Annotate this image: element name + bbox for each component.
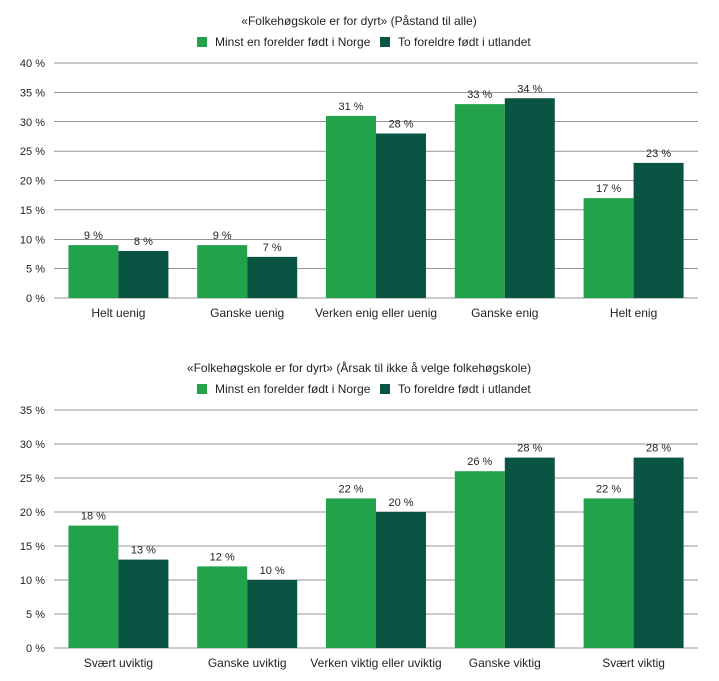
chart-2-category-label: Verken viktig eller uviktig bbox=[310, 656, 441, 670]
chart-1-data-label: 17 % bbox=[596, 183, 621, 195]
chart-1-bar-series2 bbox=[633, 162, 684, 298]
chart-2-category-label: Svært viktig bbox=[602, 656, 665, 670]
chart-2-data-label: 13 % bbox=[131, 545, 156, 557]
chart-panel-2: «Folkehøgskole er for dyrt» (Årsak til i… bbox=[20, 360, 698, 670]
chart-2-legend-swatch-1 bbox=[197, 384, 207, 394]
chart-1-y-tick-label: 20 % bbox=[20, 176, 45, 188]
chart-2-category-label: Ganske uviktig bbox=[208, 656, 287, 670]
chart-1-legend-swatch-1 bbox=[197, 37, 207, 47]
chart-2-bar-series1 bbox=[454, 471, 505, 648]
chart-2-bar-series1 bbox=[68, 525, 119, 648]
chart-2-data-label: 12 % bbox=[210, 551, 235, 563]
chart-1-data-label: 31 % bbox=[338, 101, 363, 113]
chart-1-y-tick-label: 40 % bbox=[20, 58, 45, 70]
chart-2-y-tick-label: 25 % bbox=[20, 473, 45, 485]
chart-1-bar-series2 bbox=[504, 98, 555, 298]
chart-2-data-label: 26 % bbox=[467, 456, 492, 468]
chart-2-bar-series2 bbox=[118, 559, 169, 648]
chart-1-data-label: 8 % bbox=[134, 236, 153, 248]
chart-1-y-tick-label: 10 % bbox=[20, 234, 45, 246]
chart-2-data-label: 28 % bbox=[646, 443, 671, 455]
chart-1-category-label: Verken enig eller uenig bbox=[315, 306, 437, 320]
chart-2-y-tick-label: 20 % bbox=[20, 507, 45, 519]
chart-1-category-label: Helt enig bbox=[610, 306, 657, 320]
chart-2-y-tick-label: 30 % bbox=[20, 439, 45, 451]
chart-1-y-tick-label: 5 % bbox=[26, 264, 45, 276]
chart-panel-1: «Folkehøgskole er for dyrt» (Påstand til… bbox=[20, 14, 698, 320]
chart-1-category-label: Ganske enig bbox=[471, 306, 538, 320]
chart-1-data-label: 7 % bbox=[263, 242, 282, 254]
chart-1-data-label: 28 % bbox=[388, 119, 413, 131]
chart-2-title: «Folkehøgskole er for dyrt» (Årsak til i… bbox=[187, 360, 531, 375]
chart-2-category-label: Ganske viktig bbox=[469, 656, 541, 670]
chart-1-y-tick-label: 30 % bbox=[20, 117, 45, 129]
chart-2-y-tick-label: 0 % bbox=[26, 643, 45, 655]
chart-2-bar-series1 bbox=[583, 498, 634, 648]
chart-2-legend-label-1: Minst en forelder født i Norge bbox=[215, 382, 371, 396]
chart-1-bar-series1 bbox=[68, 245, 119, 298]
chart-1-legend-label-1: Minst en forelder født i Norge bbox=[215, 35, 371, 49]
chart-1-bar-series1 bbox=[583, 198, 634, 298]
chart-2-bar-series2 bbox=[504, 457, 555, 648]
chart-1-category-label: Helt uenig bbox=[91, 306, 145, 320]
chart-2-y-tick-label: 35 % bbox=[20, 405, 45, 417]
chart-2-bar-series2 bbox=[633, 457, 684, 648]
chart-2-data-label: 22 % bbox=[596, 483, 621, 495]
chart-1-legend-label-2: To foreldre født i utlandet bbox=[398, 35, 531, 49]
chart-1-y-tick-label: 25 % bbox=[20, 146, 45, 158]
chart-1-data-label: 9 % bbox=[84, 230, 103, 242]
chart-2-y-tick-label: 10 % bbox=[20, 575, 45, 587]
chart-1-bar-series1 bbox=[326, 115, 376, 298]
chart-2-y-tick-label: 5 % bbox=[26, 609, 45, 621]
chart-2-category-label: Svært uviktig bbox=[84, 656, 153, 670]
chart-1-data-label: 34 % bbox=[517, 83, 542, 95]
chart-2-data-label: 10 % bbox=[260, 565, 285, 577]
chart-1-bar-series2 bbox=[376, 133, 426, 298]
chart-2-legend-swatch-2 bbox=[380, 384, 390, 394]
chart-1-legend-swatch-2 bbox=[380, 37, 390, 47]
chart-2-bar-series2 bbox=[376, 512, 426, 648]
chart-1-data-label: 23 % bbox=[646, 148, 671, 160]
chart-2-data-label: 28 % bbox=[517, 443, 542, 455]
chart-1-y-tick-label: 35 % bbox=[20, 87, 45, 99]
chart-1-bar-series2 bbox=[118, 251, 169, 298]
chart-2-y-tick-label: 15 % bbox=[20, 541, 45, 553]
chart-2-bar-series1 bbox=[326, 498, 376, 648]
chart-2-bar-series2 bbox=[247, 580, 298, 648]
chart-1-data-label: 33 % bbox=[467, 89, 492, 101]
chart-1-y-tick-label: 15 % bbox=[20, 205, 45, 217]
chart-1-bar-series1 bbox=[197, 245, 248, 298]
chart-2-data-label: 20 % bbox=[388, 497, 413, 509]
chart-1-data-label: 9 % bbox=[213, 230, 232, 242]
chart-2-legend-label-2: To foreldre født i utlandet bbox=[398, 382, 531, 396]
chart-1-y-tick-label: 0 % bbox=[26, 293, 45, 305]
chart-1-bar-series1 bbox=[454, 104, 505, 298]
chart-1-title: «Folkehøgskole er for dyrt» (Påstand til… bbox=[241, 14, 476, 28]
chart-2-data-label: 18 % bbox=[81, 511, 106, 523]
chart-1-category-label: Ganske uenig bbox=[210, 306, 284, 320]
chart-2-data-label: 22 % bbox=[338, 483, 363, 495]
chart-1-bar-series2 bbox=[247, 256, 298, 298]
chart-2-bar-series1 bbox=[197, 566, 248, 648]
